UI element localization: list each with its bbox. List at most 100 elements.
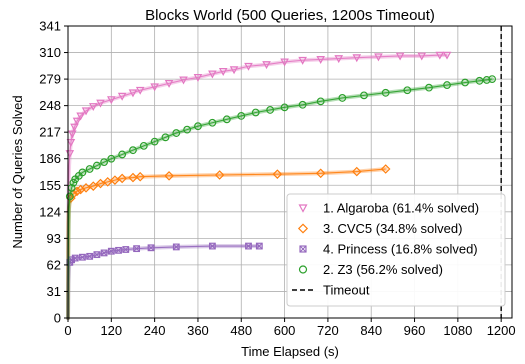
- data-point: [133, 245, 140, 253]
- data-point: [380, 164, 391, 174]
- data-point: [122, 246, 130, 253]
- data-point: [135, 171, 146, 182]
- data-point-cross: [147, 244, 155, 251]
- data-point: [79, 253, 86, 261]
- series-layer: [65, 51, 497, 320]
- data-point: [208, 118, 217, 127]
- x-tick-label: 1080: [443, 323, 472, 338]
- data-point: [443, 81, 451, 89]
- data-point-box: [100, 249, 108, 257]
- plot-frame: [67, 25, 513, 319]
- series-0: [65, 51, 452, 320]
- data-point: [244, 62, 253, 71]
- data-point: [442, 51, 452, 60]
- x-tick-label: 240: [144, 323, 166, 338]
- data-point: [482, 76, 491, 84]
- legend-label: 2. Z3 (56.2% solved): [323, 262, 443, 277]
- data-point-cross: [68, 256, 75, 263]
- data-point: [179, 76, 188, 85]
- data-point: [488, 75, 497, 83]
- data-point: [139, 141, 148, 150]
- data-point: [86, 252, 94, 260]
- data-point: [100, 249, 108, 257]
- data-point-cross: [72, 254, 79, 262]
- y-tick-label: 341: [39, 19, 61, 34]
- data-point: [403, 86, 412, 95]
- data-point: [66, 139, 76, 148]
- data-point: [117, 173, 127, 184]
- legend-label: Timeout: [323, 283, 370, 298]
- x-axis-title: Time Elapsed (s): [241, 344, 339, 359]
- x-tick-label: 0: [64, 323, 71, 338]
- data-point-box: [79, 253, 86, 261]
- data-point-cross: [209, 242, 216, 250]
- data-point: [262, 61, 271, 70]
- data-point: [72, 117, 82, 126]
- legend-box: [286, 193, 506, 307]
- data-point: [208, 242, 216, 250]
- y-axis-title: Number of Queries Solved: [10, 95, 25, 248]
- data-point: [78, 168, 87, 177]
- data-point: [316, 97, 325, 106]
- y-tick-label: 0: [54, 311, 61, 326]
- data-point-cross: [256, 242, 263, 250]
- data-point: [475, 76, 484, 85]
- data-point: [395, 52, 405, 61]
- data-point: [150, 83, 159, 92]
- axes: 0 120 240 360 480 600 720 840 960 1080 1200 0 31 62 93…: [39, 19, 515, 339]
- data-point: [129, 146, 137, 155]
- data-point: [128, 89, 138, 98]
- data-point: [316, 55, 325, 64]
- data-point: [237, 112, 246, 120]
- data-point-cross: [133, 245, 140, 252]
- data-point: [150, 137, 159, 146]
- data-point: [208, 70, 217, 79]
- data-point: [417, 52, 427, 61]
- legend-label: 4. Princess (16.8% solved): [323, 242, 478, 257]
- data-point: [102, 177, 113, 187]
- data-point: [299, 245, 307, 253]
- y-tick-label: 279: [39, 72, 61, 87]
- legend-label: 3. CVC5 (34.8% solved): [323, 221, 462, 236]
- data-point: [251, 108, 260, 117]
- data-point: [76, 112, 85, 121]
- data-point: [297, 223, 309, 234]
- data-point: [117, 92, 127, 101]
- series-3: [65, 75, 497, 320]
- data-point: [218, 67, 228, 76]
- x-tick-label: 1200: [487, 323, 516, 338]
- y-tick-label: 155: [39, 178, 61, 193]
- data-point-box: [107, 247, 115, 255]
- y-tick-label: 217: [39, 125, 61, 140]
- data-point: [272, 169, 283, 179]
- data-point-cross: [115, 247, 122, 254]
- chart-title: Blocks World (500 Queries, 1200s Timeout…: [145, 7, 435, 24]
- x-tick-label: 840: [360, 323, 382, 338]
- data-point: [298, 204, 308, 213]
- data-point: [298, 56, 307, 65]
- data-point-box: [115, 246, 122, 254]
- data-point: [461, 78, 469, 87]
- data-point: [298, 265, 308, 274]
- data-point: [164, 171, 174, 181]
- data-point: [425, 83, 433, 92]
- data-point: [255, 242, 263, 250]
- data-point: [68, 130, 77, 139]
- data-point: [110, 175, 120, 185]
- data-point: [70, 123, 79, 132]
- data-point: [96, 99, 105, 108]
- data-point-cross: [93, 251, 101, 258]
- y-tick-label: 62: [47, 257, 61, 272]
- x-tick-label: 120: [100, 323, 122, 338]
- data-point: [352, 54, 362, 63]
- x-tick-label: 720: [317, 323, 339, 338]
- data-point: [194, 122, 202, 131]
- data-point-box: [147, 244, 155, 252]
- data-point-box: [93, 251, 101, 259]
- data-point: [172, 243, 180, 251]
- data-point-cross: [299, 245, 307, 253]
- data-point: [374, 53, 383, 62]
- data-point: [229, 66, 239, 75]
- data-point-box: [172, 243, 180, 251]
